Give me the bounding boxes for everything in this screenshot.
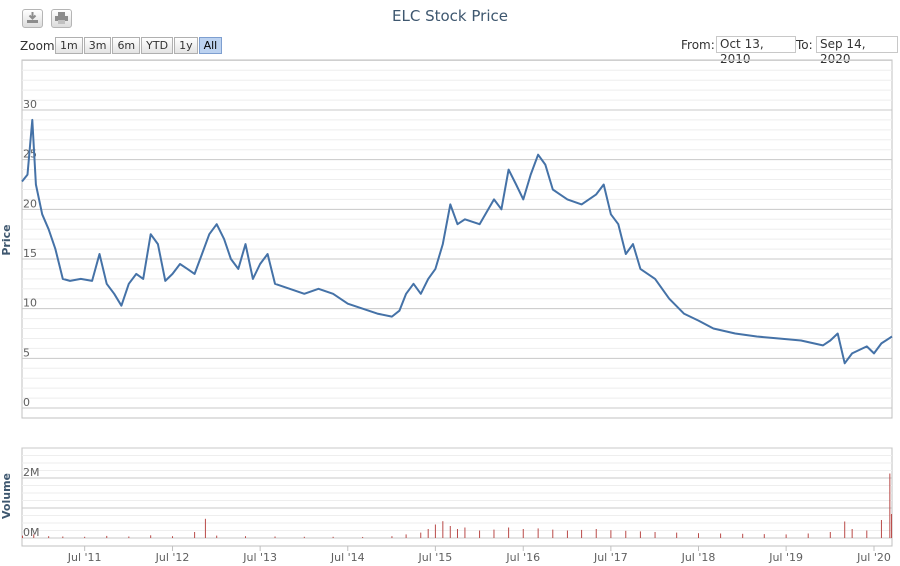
volume-bars [21,473,893,538]
volume-y-axis: 0M 2M [23,466,40,539]
zoom-1y-button[interactable]: 1y [174,37,198,54]
x-tick-label: Jul '18 [681,551,716,564]
x-tick-label: Jul '17 [593,551,628,564]
zoom-label: Zoom [20,39,55,53]
x-tick-label: Jul '14 [330,551,365,564]
price-tick-label: 20 [23,197,37,210]
x-tick-label: Jul '19 [768,551,803,564]
price-tick-label: 30 [23,98,37,111]
range-from-input[interactable]: Oct 13, 2010 [716,36,796,66]
x-tick-label: Jul '15 [417,551,452,564]
x-axis: Jul '11 Jul '12 Jul '13 Jul '14 Jul '15 Jul '… [67,546,891,564]
zoom-button-group: 1m 3m 6m YTD 1y All [55,37,223,54]
range-to-label: To: [796,38,813,52]
x-tick-label: Jul '20 [856,551,891,564]
price-tick-label: 5 [23,346,30,359]
x-tick-label: Jul '16 [505,551,540,564]
volume-tick-label: 0M [23,526,40,539]
chart-title: ELC Stock Price [392,7,508,25]
volume-grid [21,447,893,547]
zoom-3m-button[interactable]: 3m [83,37,112,54]
range-to-input[interactable]: Sep 14, 2020 [816,36,898,66]
x-tick-label: Jul '12 [155,551,190,564]
download-icon[interactable] [22,9,43,28]
x-tick-label: Jul '13 [242,551,277,564]
volume-axis-label: Volume [0,473,13,519]
range-from-label: From: [681,38,715,52]
volume-tick-label: 2M [23,466,40,479]
price-axis-label: Price [0,224,13,255]
zoom-ytd-button[interactable]: YTD [141,37,174,54]
zoom-1m-button[interactable]: 1m [55,37,83,54]
price-tick-label: 10 [23,297,37,310]
x-tick-label: Jul '11 [67,551,102,564]
zoom-6m-button[interactable]: 6m [112,37,141,54]
print-icon[interactable] [51,9,72,28]
price-tick-label: 15 [23,247,37,260]
price-tick-label: 0 [23,396,30,409]
price-grid [21,59,893,419]
zoom-all-button[interactable]: All [198,37,223,54]
price-series-line [21,118,893,365]
